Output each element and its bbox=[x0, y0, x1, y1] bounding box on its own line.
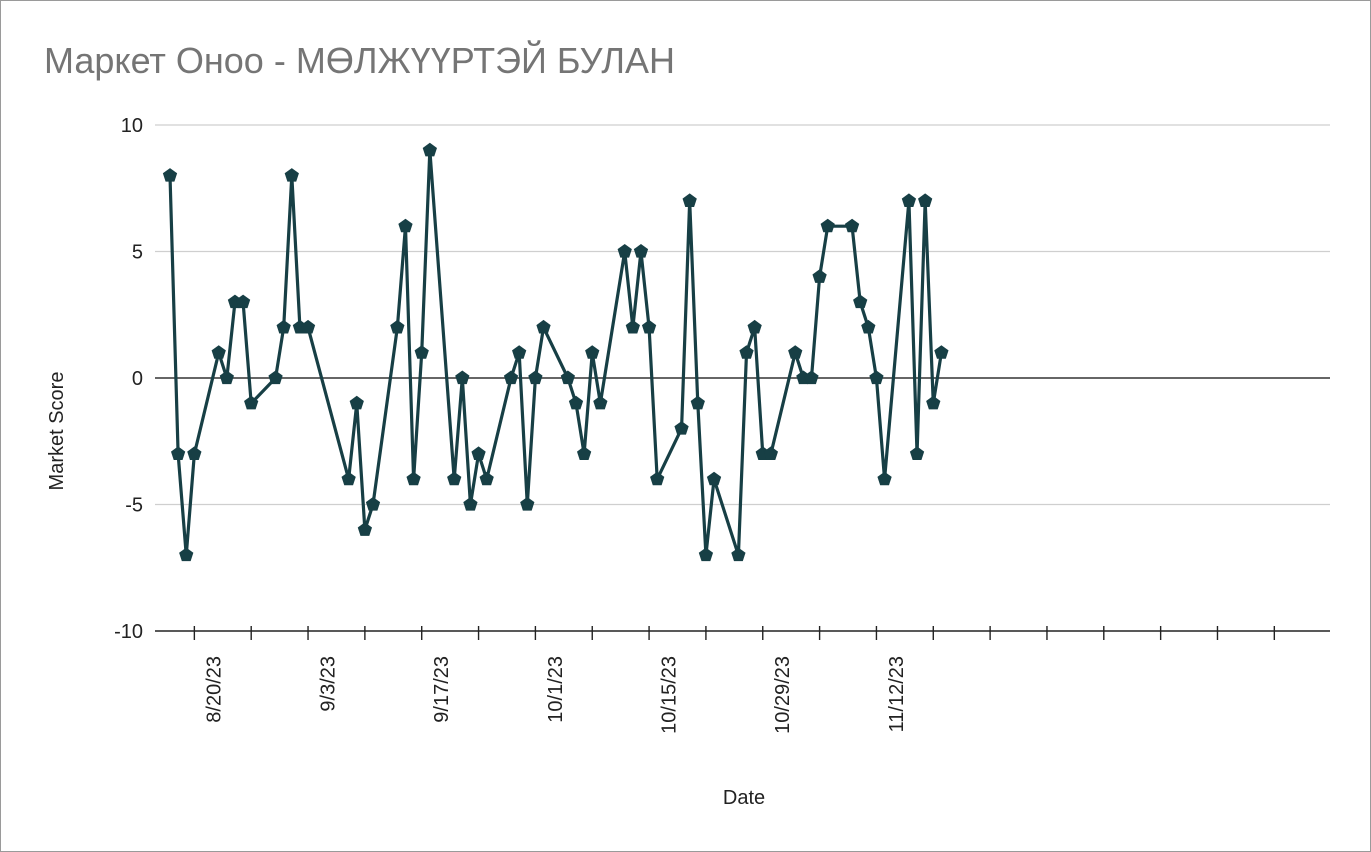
grid-lines bbox=[155, 124, 1330, 506]
y-tick-labels: 10 5 0 -5 -10 bbox=[114, 115, 143, 643]
data-point bbox=[398, 218, 413, 233]
data-point bbox=[690, 395, 705, 410]
y-axis-title: Market Score bbox=[46, 372, 68, 491]
data-point bbox=[170, 446, 186, 460]
data-point bbox=[576, 446, 592, 460]
data-point bbox=[447, 471, 462, 486]
y-tick-label: 5 bbox=[132, 242, 143, 264]
x-axis: 8/20/23 9/3/23 9/17/23 10/1/23 10/15/23 10/29… bbox=[155, 626, 1330, 734]
data-point bbox=[455, 370, 470, 385]
data-point bbox=[641, 319, 657, 334]
x-tick-label: 10/29/23 bbox=[772, 656, 794, 734]
data-point bbox=[357, 522, 373, 536]
data-point bbox=[414, 345, 429, 359]
data-point bbox=[820, 218, 835, 233]
series-markers bbox=[162, 142, 949, 562]
data-point bbox=[747, 319, 762, 334]
x-tick-label: 10/1/23 bbox=[545, 656, 567, 723]
x-tick-label: 9/3/23 bbox=[317, 656, 339, 712]
data-point bbox=[812, 269, 827, 283]
x-axis-title: Date bbox=[723, 787, 765, 809]
data-point bbox=[918, 193, 933, 207]
data-point bbox=[365, 497, 381, 511]
data-point bbox=[536, 319, 551, 334]
data-point bbox=[739, 345, 754, 359]
data-point bbox=[187, 446, 202, 460]
data-point bbox=[901, 193, 917, 207]
data-point bbox=[706, 471, 722, 486]
data-point bbox=[625, 319, 640, 334]
data-point bbox=[763, 446, 779, 460]
data-point bbox=[179, 547, 194, 562]
data-point bbox=[463, 497, 478, 511]
data-point bbox=[934, 345, 949, 359]
data-point bbox=[520, 497, 535, 511]
data-point bbox=[406, 471, 421, 486]
data-point bbox=[471, 446, 486, 460]
data-point bbox=[244, 395, 259, 410]
chart-title: Маркет Оноо - МӨЛЖҮҮРТЭЙ БУЛАН bbox=[44, 40, 675, 81]
series-line-path bbox=[168, 148, 943, 557]
data-point bbox=[284, 168, 299, 182]
data-point bbox=[341, 471, 356, 486]
data-point bbox=[593, 395, 608, 410]
data-point bbox=[877, 471, 892, 486]
y-tick-label: 0 bbox=[132, 368, 143, 390]
data-point bbox=[512, 345, 527, 359]
data-point bbox=[788, 345, 803, 359]
data-point bbox=[211, 345, 226, 359]
data-point bbox=[162, 168, 178, 182]
data-point bbox=[422, 142, 437, 157]
data-point bbox=[650, 471, 665, 486]
data-point bbox=[268, 370, 283, 385]
data-point bbox=[909, 446, 925, 460]
data-point bbox=[861, 319, 876, 334]
data-point bbox=[276, 319, 291, 334]
data-point bbox=[560, 370, 576, 385]
data-point bbox=[479, 471, 494, 486]
y-tick-label: -5 bbox=[125, 495, 143, 517]
data-point bbox=[844, 218, 860, 233]
data-point bbox=[390, 319, 405, 334]
data-point bbox=[633, 244, 649, 258]
x-tick-label: 10/15/23 bbox=[658, 656, 680, 734]
data-point bbox=[804, 370, 819, 385]
data-point bbox=[698, 547, 714, 562]
y-tick-label: -10 bbox=[114, 621, 143, 643]
data-point bbox=[731, 547, 746, 562]
y-tick-label: 10 bbox=[121, 115, 143, 137]
data-point bbox=[503, 370, 519, 385]
data-point bbox=[568, 395, 584, 410]
data-point bbox=[853, 294, 868, 309]
data-point bbox=[674, 421, 689, 435]
x-tick-label: 9/17/23 bbox=[431, 656, 453, 723]
x-tick-label: 8/20/23 bbox=[204, 656, 226, 723]
data-point bbox=[219, 370, 234, 385]
series-line bbox=[168, 148, 943, 557]
data-point bbox=[682, 193, 697, 207]
x-tick-label: 11/12/23 bbox=[886, 656, 908, 732]
data-point bbox=[926, 395, 941, 410]
data-point bbox=[585, 345, 600, 359]
data-point bbox=[869, 370, 884, 385]
data-point bbox=[300, 319, 316, 334]
data-point bbox=[528, 370, 543, 385]
data-point bbox=[235, 294, 251, 309]
data-point bbox=[349, 395, 364, 410]
data-point bbox=[617, 244, 632, 258]
